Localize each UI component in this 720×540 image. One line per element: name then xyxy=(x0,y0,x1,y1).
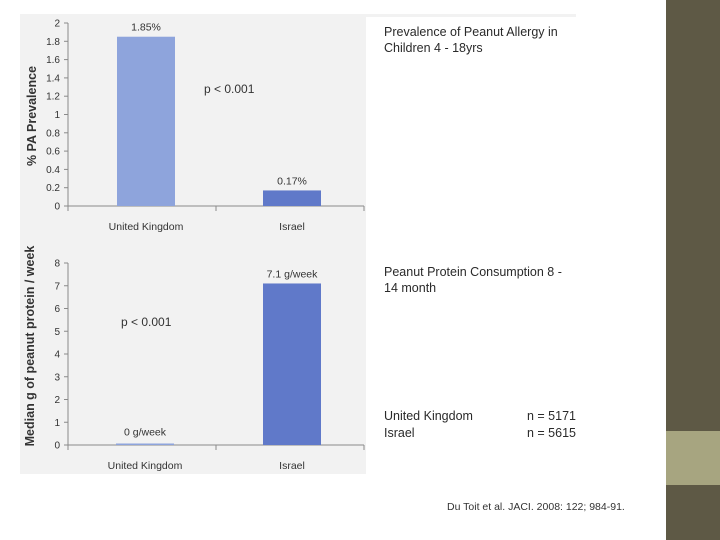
data-label: 7.1 g/week xyxy=(267,268,319,280)
y-tick-label: 0.8 xyxy=(46,128,60,139)
legend-row-israel: Israel n = 5615 xyxy=(384,425,576,442)
y-tick-label: 8 xyxy=(54,259,60,270)
data-label: 1.85% xyxy=(131,22,161,34)
p-value-annotation: p < 0.001 xyxy=(204,82,255,96)
y-tick-label: 0 xyxy=(54,441,60,452)
y-tick-label: 3 xyxy=(54,372,60,383)
x-tick-label: Israel xyxy=(279,460,305,472)
x-tick-label: Israel xyxy=(279,221,305,233)
y-tick-label: 2 xyxy=(54,395,60,406)
legend-label: United Kingdom xyxy=(384,409,473,423)
bar xyxy=(263,190,321,206)
caption-top: Prevalence of Peanut Allergy in Children… xyxy=(384,25,558,55)
y-tick-label: 0.4 xyxy=(46,165,60,176)
data-label: 0.17% xyxy=(277,175,307,187)
y-tick-label: 0.6 xyxy=(46,147,60,158)
y-tick-label: 7 xyxy=(54,281,60,292)
y-tick-label: 1 xyxy=(54,110,60,121)
y-tick-label: 4 xyxy=(54,350,60,361)
x-tick-label: United Kingdom xyxy=(108,460,183,472)
legend-label: Israel xyxy=(384,426,415,440)
y-axis-title: Median g of peanut protein / week xyxy=(23,246,37,447)
y-tick-label: 1.8 xyxy=(46,37,60,48)
side-accent xyxy=(666,431,720,485)
caption-bottom: Peanut Protein Consumption 8 - 14 month xyxy=(384,265,562,295)
y-tick-label: 0 xyxy=(54,202,60,213)
y-axis-title: % PA Prevalence xyxy=(25,66,39,166)
legend-n: n = 5615 xyxy=(526,426,576,440)
y-tick-label: 6 xyxy=(54,304,60,315)
caption-panel xyxy=(366,17,576,474)
plot-area xyxy=(68,23,364,206)
y-tick-label: 0.2 xyxy=(46,183,60,194)
sample-legend: United Kingdom n = 5171 Israel n = 5615 xyxy=(384,408,576,442)
x-tick-label: United Kingdom xyxy=(109,221,184,233)
legend-row-uk: United Kingdom n = 5171 xyxy=(384,408,576,425)
y-tick-label: 1.6 xyxy=(46,55,60,66)
bar xyxy=(116,443,174,445)
y-tick-label: 2 xyxy=(54,19,60,30)
y-tick-label: 1.2 xyxy=(46,92,60,103)
y-tick-label: 1.4 xyxy=(46,73,60,84)
bar xyxy=(263,283,321,445)
y-tick-label: 1 xyxy=(54,418,60,429)
citation: Du Toit et al. JACI. 2008: 122; 984-91. xyxy=(447,501,625,513)
legend-n: n = 5171 xyxy=(526,409,576,423)
data-label: 0 g/week xyxy=(124,427,167,439)
bar xyxy=(117,36,175,206)
y-tick-label: 5 xyxy=(54,327,60,338)
p-value-annotation: p < 0.001 xyxy=(121,315,172,329)
